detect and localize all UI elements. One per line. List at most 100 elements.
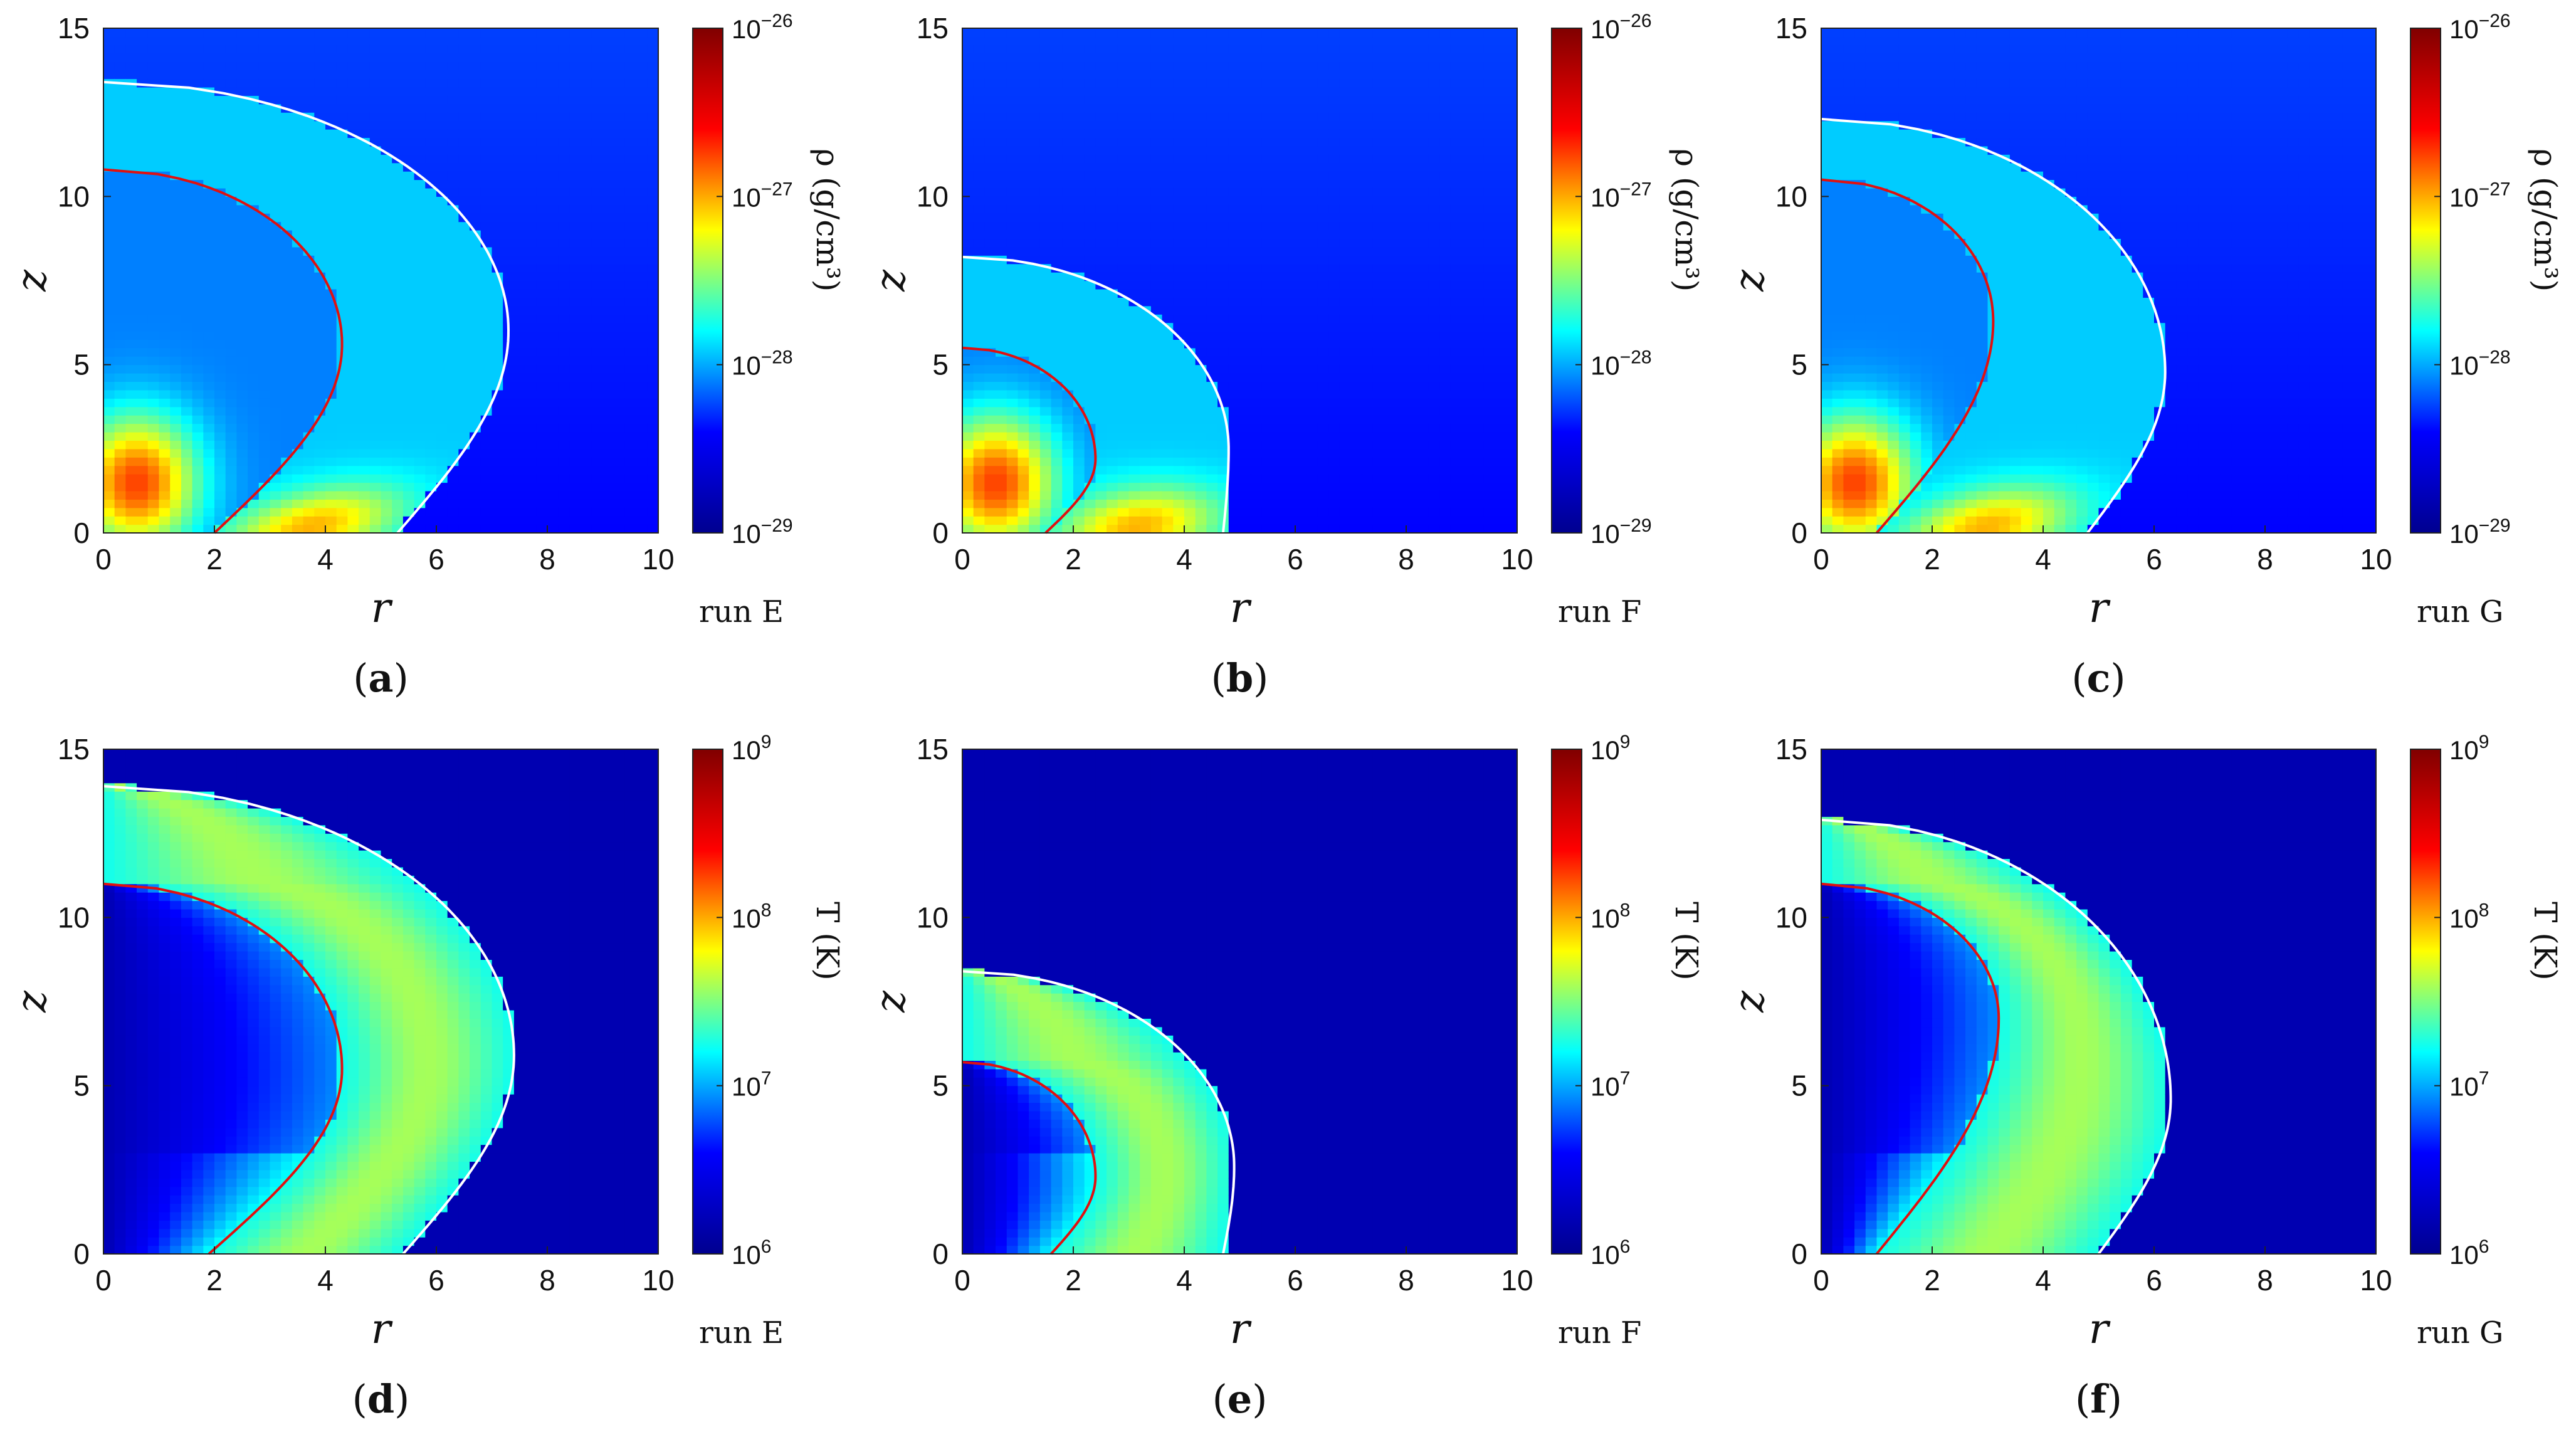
heatmap-cell	[103, 137, 115, 146]
heatmap-cell	[647, 137, 658, 146]
heatmap-cell	[314, 53, 325, 62]
heatmap-cell	[1018, 483, 1029, 492]
heatmap-cell	[614, 222, 625, 231]
heatmap-cell	[392, 36, 403, 45]
heatmap-cell	[481, 449, 492, 458]
heatmap-cell	[1118, 112, 1129, 121]
heatmap-cell	[503, 45, 514, 54]
heatmap-cell	[503, 180, 514, 189]
heatmap-cell	[159, 491, 171, 500]
heatmap-cell	[1240, 36, 1251, 45]
heatmap-cell	[603, 104, 614, 113]
heatmap-cell	[448, 222, 459, 231]
heatmap-cell	[1229, 331, 1240, 340]
heatmap-cell	[492, 28, 503, 37]
heatmap-cell	[1262, 213, 1273, 222]
heatmap-cell	[614, 264, 625, 273]
heatmap-cell	[281, 491, 292, 500]
heatmap-cell	[592, 62, 603, 71]
heatmap-cell	[1306, 28, 1318, 37]
heatmap-cell	[503, 440, 514, 449]
heatmap-cell	[1295, 483, 1306, 492]
heatmap-cell	[425, 146, 436, 155]
y-tick-label: 0	[73, 517, 90, 549]
heatmap-cell	[159, 213, 171, 222]
heatmap-cell	[1251, 196, 1262, 205]
heatmap-cell	[1151, 28, 1162, 37]
heatmap-cell	[1107, 264, 1118, 273]
heatmap-cell	[137, 424, 148, 433]
heatmap-cell	[1273, 516, 1285, 525]
heatmap-cell	[1284, 28, 1295, 37]
heatmap-cell	[1284, 415, 1295, 424]
heatmap-cell	[1273, 415, 1285, 424]
heatmap-cell	[226, 449, 237, 458]
heatmap-cell	[1251, 230, 1262, 239]
heatmap-cell	[1206, 205, 1217, 214]
heatmap-cell	[347, 407, 359, 416]
heatmap-cell	[270, 424, 281, 433]
heatmap-cell	[115, 230, 126, 239]
heatmap-cell	[103, 365, 115, 374]
heatmap-cell	[492, 163, 503, 172]
heatmap-cell	[614, 525, 625, 534]
heatmap-cell	[1240, 222, 1251, 231]
heatmap-cell	[314, 196, 325, 205]
heatmap-cell	[581, 79, 592, 88]
heatmap-cell	[248, 79, 259, 88]
heatmap-cell	[1251, 222, 1262, 231]
heatmap-cell	[458, 104, 470, 113]
heatmap-cell	[636, 129, 648, 138]
heatmap-cell	[547, 516, 559, 525]
heatmap-cell	[1140, 247, 1151, 256]
heatmap-cell	[996, 70, 1007, 79]
heatmap-cell	[403, 457, 414, 466]
heatmap-cell	[125, 466, 137, 475]
heatmap-cell	[481, 331, 492, 340]
heatmap-cell	[569, 230, 581, 239]
heatmap-cell	[614, 339, 625, 348]
heatmap-cell	[547, 264, 559, 273]
heatmap-cell	[559, 415, 570, 424]
heatmap-cell	[359, 499, 370, 508]
heatmap-cell	[370, 129, 381, 138]
heatmap-cell	[170, 440, 181, 449]
heatmap-cell	[1295, 348, 1306, 357]
heatmap-cell	[1306, 188, 1318, 197]
heatmap-cell	[314, 348, 325, 357]
heatmap-cell	[1062, 28, 1073, 37]
heatmap-cell	[1129, 272, 1140, 281]
heatmap-cell	[603, 525, 614, 534]
heatmap-cell	[248, 424, 259, 433]
heatmap-cell	[148, 432, 159, 441]
heatmap-cell	[525, 53, 537, 62]
heatmap-cell	[514, 112, 525, 121]
heatmap-cell	[1184, 407, 1196, 416]
heatmap-cell	[314, 180, 325, 189]
heatmap-cell	[1007, 222, 1018, 231]
heatmap-cell	[458, 196, 470, 205]
heatmap-cell	[525, 499, 537, 508]
heatmap-cell	[592, 79, 603, 88]
heatmap-cell	[314, 163, 325, 172]
heatmap-cell	[592, 264, 603, 273]
heatmap-cell	[647, 28, 658, 37]
heatmap-cell	[314, 457, 325, 466]
heatmap-cell	[1051, 356, 1063, 365]
heatmap-cell	[1040, 28, 1051, 37]
heatmap-cell	[148, 424, 159, 433]
heatmap-cell	[1073, 457, 1085, 466]
heatmap-cell	[370, 491, 381, 500]
heatmap-cell	[1151, 70, 1162, 79]
heatmap-cell	[1151, 407, 1162, 416]
heatmap-cell	[281, 180, 292, 189]
heatmap-cell	[1007, 440, 1018, 449]
heatmap-cell	[259, 36, 270, 45]
heatmap-cell	[1140, 508, 1151, 517]
heatmap-cell	[414, 62, 426, 71]
heatmap-cell	[636, 356, 648, 365]
heatmap-cell	[170, 499, 181, 508]
heatmap-cell	[470, 163, 481, 172]
heatmap-cell	[1007, 339, 1018, 348]
heatmap-cell	[325, 87, 337, 96]
